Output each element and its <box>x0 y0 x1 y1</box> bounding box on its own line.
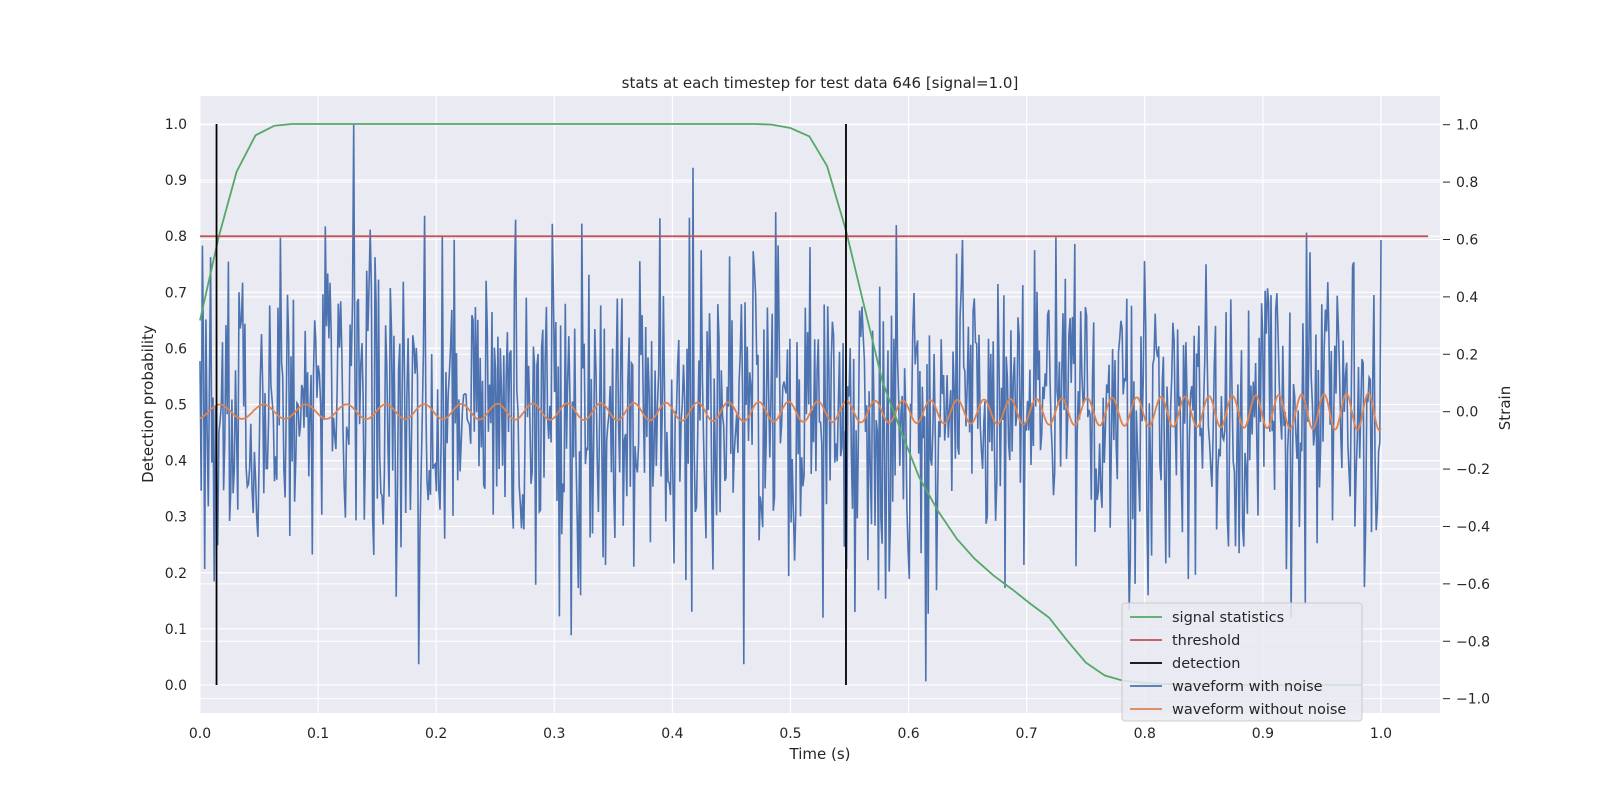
legend-label-threshold: threshold <box>1172 633 1240 649</box>
series-waveform-without-noise <box>199 392 1382 432</box>
x-axis: 0.0 0.1 0.2 0.3 0.4 0.5 0.6 0.7 0.8 0.9 1.0 <box>189 726 1392 742</box>
y2-tick-label: −1.0 <box>1456 692 1490 708</box>
legend: signal statistics threshold detection wa… <box>1121 602 1363 722</box>
x-tick-label: 0.8 <box>1134 726 1156 742</box>
y-tick-label: 0.0 <box>165 678 187 694</box>
y-axis-left: 0.0 0.1 0.2 0.3 0.4 0.5 0.6 0.7 0.8 0.9 1.0 <box>165 117 187 694</box>
y2-tick-label: 0.8 <box>1456 175 1478 191</box>
chart-title: stats at each timestep for test data 646… <box>622 74 1019 92</box>
legend-label-waveform-with-noise: waveform with noise <box>1172 679 1323 695</box>
y2-tick-label: −0.2 <box>1456 462 1490 478</box>
y-tick-label: 0.6 <box>165 341 187 357</box>
x-tick-label: 0.5 <box>779 726 801 742</box>
x-tick-label: 0.9 <box>1252 726 1274 742</box>
legend-label-detection: detection <box>1172 656 1240 672</box>
x-axis-title: Time (s) <box>789 745 851 763</box>
y2-tick-label: 0.0 <box>1456 405 1478 421</box>
x-tick-label: 0.2 <box>425 726 447 742</box>
x-tick-label: 0.4 <box>661 726 683 742</box>
y-axis-title: Detection probability <box>139 325 157 483</box>
x-tick-label: 0.0 <box>189 726 211 742</box>
y2-tick-label: −0.4 <box>1456 519 1490 535</box>
y2-tick-label: 0.2 <box>1456 347 1478 363</box>
y-tick-label: 0.9 <box>165 173 187 189</box>
x-tick-label: 1.0 <box>1370 726 1392 742</box>
y-tick-label: 0.3 <box>165 510 187 526</box>
y-tick-label: 0.4 <box>165 454 187 470</box>
y2-tick-label: −0.8 <box>1456 634 1490 650</box>
x-tick-label: 0.1 <box>307 726 329 742</box>
x-tick-label: 0.3 <box>543 726 565 742</box>
y2-tick-label: 1.0 <box>1456 118 1478 134</box>
x-tick-label: 0.7 <box>1016 726 1038 742</box>
y-tick-label: 1.0 <box>165 117 187 133</box>
y-tick-label: 0.1 <box>165 622 187 638</box>
series-waveform-with-noise <box>199 124 1382 682</box>
y-axis-right: −1.0 −0.8 −0.6 −0.4 −0.2 0.0 0.2 0.4 0.6 0.8 1.0 <box>1443 118 1490 708</box>
y-tick-label: 0.8 <box>165 229 187 245</box>
y2-tick-label: 0.4 <box>1456 290 1478 306</box>
legend-label-waveform-without-noise: waveform without noise <box>1172 702 1346 718</box>
y-tick-label: 0.2 <box>165 566 187 582</box>
legend-box <box>1121 602 1363 722</box>
y2-tick-label: 0.6 <box>1456 232 1478 248</box>
x-tick-label: 0.6 <box>897 726 919 742</box>
y2-axis-title: Strain <box>1496 386 1514 430</box>
y-tick-label: 0.5 <box>165 398 187 414</box>
y-tick-label: 0.7 <box>165 285 187 301</box>
legend-label-signal-statistics: signal statistics <box>1172 610 1284 626</box>
y2-tick-label: −0.6 <box>1456 577 1490 593</box>
